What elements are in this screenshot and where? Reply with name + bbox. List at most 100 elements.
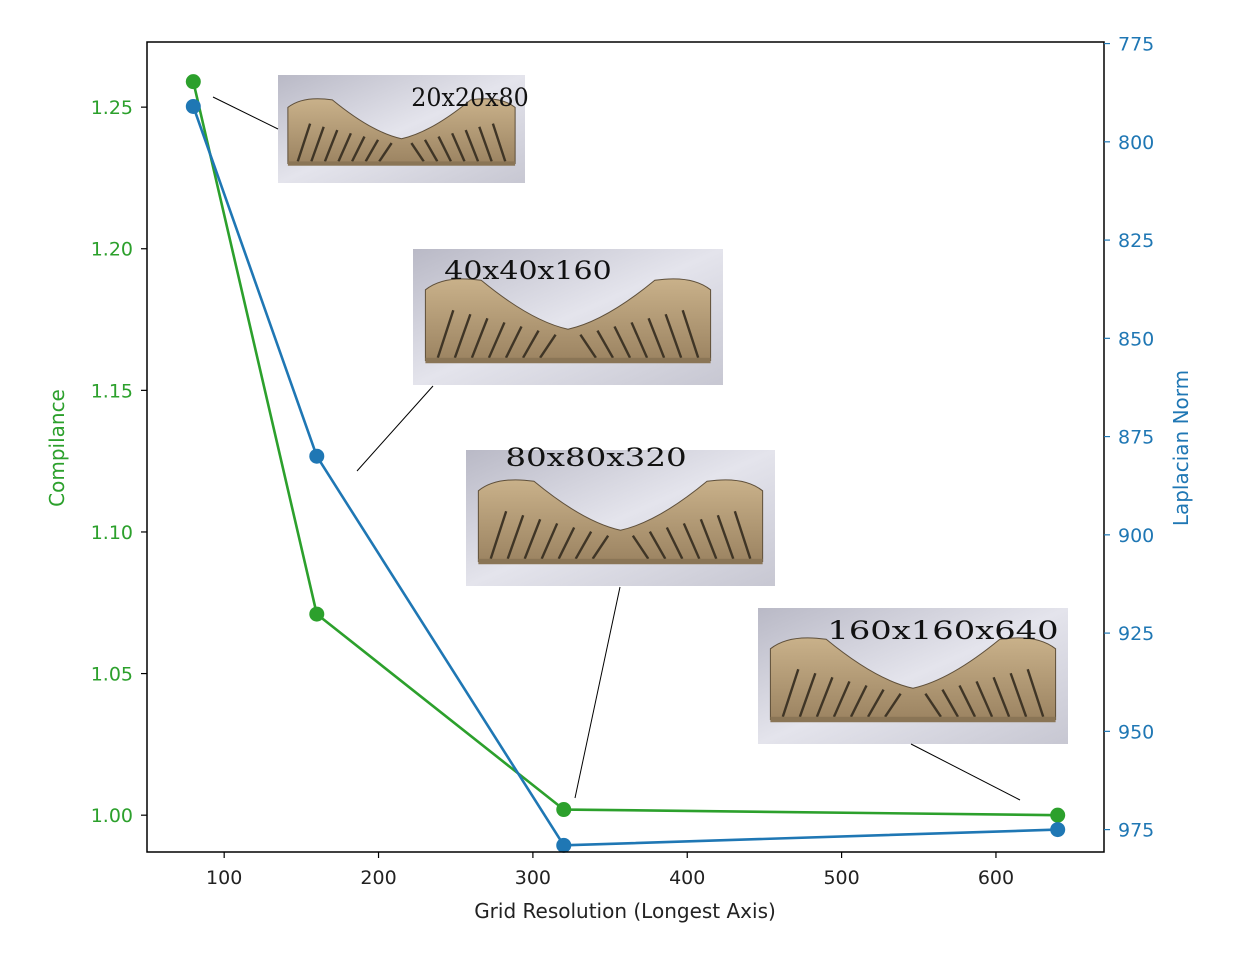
x-tick-label: 200 (360, 867, 396, 889)
beam-strut (682, 522, 701, 560)
beam-strut (423, 139, 439, 162)
beam-strut (310, 126, 325, 162)
series-line-right (192, 106, 1058, 847)
right-axis-ticks: 775 800 825 850 875 900 925 950 975 (1104, 34, 1154, 842)
series-point-left (1050, 807, 1066, 823)
beam-strut (506, 514, 525, 560)
left-tick-label: 1.20 (91, 239, 133, 261)
beam-strut (591, 535, 610, 560)
beam-strut (337, 132, 352, 162)
right-axis-title: Laplacian Norm (1169, 370, 1193, 526)
beam-strut (436, 309, 455, 359)
right-tick-label: 800 (1118, 132, 1154, 154)
beam-strut (613, 325, 632, 359)
series-point-right (556, 837, 572, 853)
right-tick-label: 775 (1118, 34, 1154, 56)
leader-line (910, 743, 1021, 801)
left-axis-title: Compilance (45, 389, 69, 507)
beam-strut (781, 668, 800, 718)
beam-strut (323, 129, 339, 162)
left-tick-label: 1.10 (91, 522, 133, 544)
leader-lines (212, 96, 1021, 801)
right-tick-label: 825 (1118, 230, 1154, 252)
beam-strut (453, 313, 472, 359)
beam-strut (992, 676, 1011, 718)
x-tick-label: 400 (669, 867, 705, 889)
left-tick-label: 1.25 (91, 97, 133, 119)
beam-strut (975, 680, 994, 718)
series-point-left (556, 802, 572, 818)
beam-strut (924, 693, 942, 718)
x-axis-title: Grid Resolution (Longest Axis) (474, 899, 776, 923)
beam-strut (410, 142, 425, 163)
x-tick-label: 600 (978, 867, 1014, 889)
beam-strut (815, 676, 834, 718)
inset-label: 80x80x320 (505, 443, 686, 472)
series-point-right (185, 98, 201, 114)
beam-strut (647, 317, 666, 359)
x-axis-ticks: 100 200 300 400 500 600 (206, 852, 1014, 889)
beam-strut (296, 123, 312, 162)
left-tick-label: 1.00 (91, 805, 133, 827)
inset-image: 80x80x320 (466, 443, 775, 586)
beam-strut (596, 330, 614, 359)
x-tick-label: 300 (515, 867, 551, 889)
right-tick-label: 850 (1118, 328, 1154, 350)
beam-strut (716, 514, 735, 560)
inset-label: 20x20x80 (411, 82, 528, 112)
beam-strut (470, 317, 489, 359)
right-tick-label: 875 (1118, 427, 1154, 449)
plot-frame (146, 41, 1105, 853)
beam-strut (579, 334, 597, 359)
beam-strut (364, 139, 380, 162)
beam-strut (1009, 672, 1028, 718)
left-axis-ticks: 1.00 1.05 1.10 1.15 1.20 1.25 (91, 97, 147, 827)
series-group (185, 74, 1066, 853)
beam-base (425, 357, 711, 364)
right-tick-label: 925 (1118, 623, 1154, 645)
inset-label: 160x160x640 (827, 616, 1058, 645)
beam-strut (351, 136, 366, 162)
left-tick-label: 1.15 (91, 380, 133, 402)
beam-strut (523, 518, 542, 560)
beam-strut (489, 510, 508, 560)
inset-image: 40x40x160 (413, 249, 723, 385)
beam-strut (958, 684, 977, 718)
series-point-left (185, 74, 201, 90)
beam-strut (630, 321, 649, 359)
beam-strut (631, 535, 650, 560)
beam-strut (557, 526, 576, 560)
beam-base (770, 716, 1056, 723)
inset-label: 40x40x160 (444, 255, 611, 285)
beam-strut (867, 689, 885, 718)
beam-base (287, 161, 516, 166)
x-tick-label: 500 (823, 867, 859, 889)
right-tick-label: 900 (1118, 525, 1154, 547)
series-point-left (309, 606, 325, 622)
right-tick-label: 975 (1118, 820, 1154, 842)
beam-strut (539, 334, 557, 359)
leader-line (356, 385, 434, 472)
beam-strut (491, 123, 507, 162)
beam-strut (648, 531, 667, 560)
series-point-right (1050, 822, 1066, 838)
x-tick-label: 100 (206, 867, 242, 889)
beam-strut (437, 136, 452, 162)
leader-line (212, 96, 279, 130)
right-tick-label: 950 (1118, 721, 1154, 743)
beam-strut (664, 313, 683, 359)
beam-strut (941, 689, 959, 718)
inset-image: 20x20x80 (278, 75, 529, 183)
leader-line (574, 586, 621, 799)
inset-image: 160x160x640 (758, 608, 1068, 744)
beam-strut (849, 684, 868, 718)
beam-strut (681, 309, 700, 359)
beam-strut (540, 522, 559, 560)
beam-strut (451, 132, 466, 162)
beam-strut (487, 321, 506, 359)
series-line-left (192, 81, 1058, 817)
beam-strut (733, 510, 752, 560)
beam-strut (478, 126, 493, 162)
beam-base (478, 558, 763, 565)
